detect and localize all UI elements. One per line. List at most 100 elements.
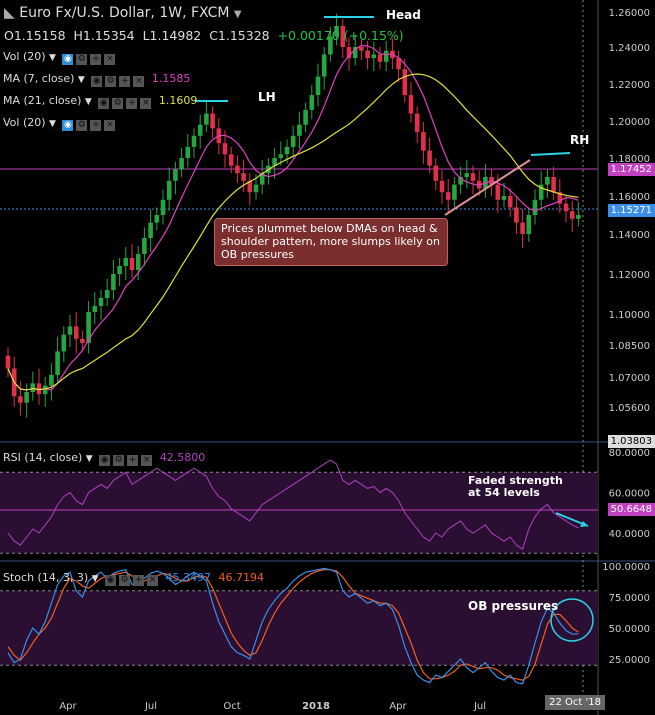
candle-body	[18, 396, 23, 403]
add-icon[interactable]: +	[133, 575, 145, 586]
stoch-tick-label: 50.0000	[609, 624, 650, 635]
candle-body	[315, 76, 321, 96]
candle-body	[104, 290, 110, 298]
candle-body	[321, 54, 327, 77]
candle-body	[520, 222, 525, 234]
gear-icon[interactable]: ⚙	[76, 54, 88, 65]
close-icon[interactable]: ×	[141, 455, 153, 466]
chevron-down-icon[interactable]: ▼	[84, 97, 92, 107]
candle-body	[42, 385, 48, 395]
stoch-band	[0, 590, 598, 666]
chevron-down-icon[interactable]: ▼	[49, 53, 56, 63]
candle-body	[49, 374, 54, 386]
close-icon[interactable]: ×	[133, 76, 145, 87]
price-tick-label: 1.24000	[609, 43, 650, 54]
candle-body	[247, 180, 253, 193]
gear-icon[interactable]: ⚙	[105, 76, 117, 87]
candle-body	[24, 392, 29, 403]
candle-body	[576, 215, 581, 219]
chevron-down-icon[interactable]: ▼	[91, 574, 99, 584]
stoch-note: OB pressures	[468, 599, 559, 613]
candle-body	[421, 132, 426, 151]
candle-body	[340, 26, 346, 47]
candle-body	[495, 184, 501, 200]
candle-body	[365, 50, 370, 59]
add-icon[interactable]: +	[126, 98, 138, 109]
candle-body	[563, 203, 569, 212]
candle-body	[402, 69, 408, 96]
eye-icon[interactable]: ◉	[62, 120, 74, 131]
chevron-down-icon[interactable]: ▼	[233, 9, 242, 20]
candle-body	[569, 211, 575, 219]
indicator-ma21[interactable]: MA (21, close) ▼ ◉ ⚙ + × 1.1609	[3, 94, 198, 109]
indicator-vol-1[interactable]: Vol (20) ▼ ◉ ⚙ + ×	[3, 50, 116, 65]
callout-arrow	[444, 159, 531, 216]
add-icon[interactable]: +	[127, 455, 139, 466]
x-tick-label: Jul	[473, 701, 486, 712]
candle-body	[191, 135, 197, 147]
eye-icon[interactable]: ◉	[91, 76, 103, 87]
gear-icon[interactable]: ⚙	[119, 575, 131, 586]
eye-icon[interactable]: ◉	[98, 98, 110, 109]
chevron-down-icon[interactable]: ▼	[49, 119, 56, 129]
candle-body	[228, 154, 234, 166]
current-price-tag: 1.15271	[607, 204, 655, 217]
indicator-vol-2[interactable]: Vol (20) ▼ ◉ ⚙ + ×	[3, 116, 116, 131]
chevron-down-icon[interactable]: ▼	[77, 75, 85, 85]
candle-body	[371, 54, 377, 59]
x-tick-label: Oct	[223, 701, 240, 712]
candle-body	[179, 158, 184, 170]
candle-body	[166, 180, 172, 200]
rsi-tick-label: 40.0000	[609, 529, 650, 540]
close-icon[interactable]: ×	[104, 54, 116, 65]
stoch-legend[interactable]: Stoch (14, 3, 3) ▼ ◉ ⚙ + × 45.3497 46.7194	[3, 571, 265, 586]
eye-icon[interactable]: ◉	[105, 575, 117, 586]
candle-body	[55, 351, 60, 375]
close-icon[interactable]: ×	[147, 575, 159, 586]
rsi-note: Faded strength at 54 levels	[468, 474, 563, 499]
candle-body	[160, 199, 166, 215]
candle-body	[352, 47, 358, 59]
close-icon[interactable]: ×	[104, 120, 116, 131]
candle-body	[30, 383, 36, 392]
add-icon[interactable]: +	[90, 54, 102, 65]
candle-body	[551, 177, 556, 193]
add-icon[interactable]: +	[90, 120, 102, 131]
candle-body	[334, 26, 339, 37]
candle-body	[73, 326, 79, 339]
price-tick-label: 1.20000	[609, 117, 650, 128]
eye-icon[interactable]: ◉	[62, 54, 74, 65]
candle-body	[36, 383, 42, 395]
candle-body	[135, 254, 141, 270]
eye-icon[interactable]: ◉	[99, 455, 111, 466]
close-value: 1.15328	[217, 28, 270, 43]
candle-body	[80, 338, 85, 343]
stoch-highlight-circle	[550, 598, 594, 642]
stoch-d-value: 46.7194	[218, 571, 265, 584]
close-icon[interactable]: ×	[140, 98, 152, 109]
gear-icon[interactable]: ⚙	[112, 98, 124, 109]
candle-body	[414, 113, 420, 133]
candle-body	[235, 165, 240, 174]
rsi-pane	[0, 459, 598, 554]
chevron-down-icon[interactable]: ▼	[85, 454, 93, 464]
candle-body	[383, 50, 389, 62]
x-tick-label: Apr	[59, 701, 77, 712]
add-icon[interactable]: +	[119, 76, 131, 87]
rsi-legend[interactable]: RSI (14, close) ▼ ◉ ⚙ + × 42.5800	[3, 451, 206, 466]
gear-icon[interactable]: ⚙	[113, 455, 125, 466]
gear-icon[interactable]: ⚙	[76, 120, 88, 131]
candle-body	[5, 355, 11, 369]
stoch-pane	[0, 567, 598, 685]
price-tick-label: 1.12000	[609, 270, 650, 281]
candle-body	[67, 326, 73, 335]
chart-title[interactable]: Euro Fx/U.S. Dollar, 1W, FXCM	[19, 5, 230, 21]
price-tick-label: 1.16000	[609, 192, 650, 203]
candle-body	[452, 184, 457, 200]
low-value: 1.14982	[149, 28, 202, 43]
candle-body	[427, 150, 432, 166]
collapse-icon[interactable]: ◣	[4, 5, 15, 21]
indicator-ma7[interactable]: MA (7, close) ▼ ◉ ⚙ + × 1.1585	[3, 72, 191, 87]
